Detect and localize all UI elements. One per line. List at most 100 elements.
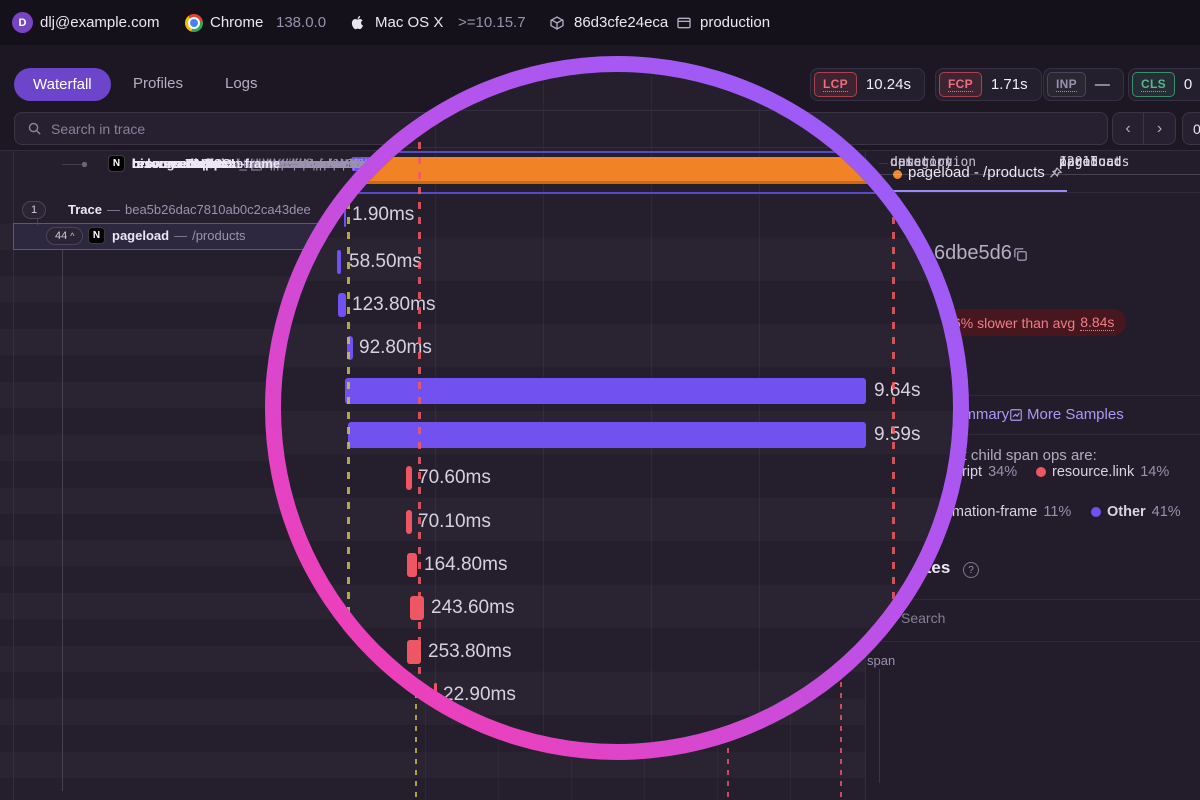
- metric-fcp[interactable]: FCP 1.71s: [935, 68, 1042, 101]
- span-duration-bar-magnified: [344, 203, 346, 227]
- span-op: ui.long-animation-frame: [132, 156, 281, 171]
- search-placeholder: Search in trace: [51, 120, 146, 137]
- span-op: resource.script: [132, 156, 226, 171]
- span-duration-label-magnified: 92.80ms: [359, 337, 432, 358]
- span-duration-label-magnified: 253.80ms: [428, 641, 512, 662]
- span-duration-bar-magnified: [406, 466, 412, 490]
- metric-fcp-value: 1.71s: [990, 76, 1028, 93]
- avg-duration-link[interactable]: 8.84s: [1080, 314, 1115, 331]
- trace-count-badge[interactable]: 1: [22, 201, 47, 219]
- span-op: resource.script: [132, 156, 226, 171]
- metric-lcp-label: LCP: [823, 77, 848, 92]
- span-count-badge[interactable]: 44 ^: [46, 227, 84, 245]
- attribute-value: 12015: [1059, 155, 1099, 170]
- span-duration-bar-magnified: [434, 683, 437, 707]
- ttfb-marker-magnified: [347, 112, 350, 744]
- span-duration-label-magnified: 70.60ms: [418, 467, 491, 488]
- tree-node-dot: [82, 162, 87, 167]
- search-icon: [28, 122, 41, 135]
- os-version: >=10.15.7: [458, 14, 526, 31]
- release-icon: [549, 0, 565, 45]
- span-op: resource.script: [132, 156, 226, 171]
- search-prev-button[interactable]: ‹: [1113, 113, 1145, 144]
- attributes-search-input[interactable]: Search: [901, 610, 946, 626]
- span-op: resource.link: [132, 156, 213, 171]
- op-color-dot: [1036, 467, 1046, 477]
- avatar[interactable]: D: [12, 12, 33, 33]
- span-duration-label-magnified: 1.90ms: [352, 204, 415, 225]
- attribute-value: pageload: [1059, 155, 1122, 170]
- chrome-icon: [185, 13, 203, 32]
- fcp-marker-magnified: [418, 112, 421, 744]
- attribute-value: /products: [1059, 155, 1130, 170]
- pageload-bar-magnified: [300, 157, 953, 184]
- apple-icon: [349, 0, 366, 45]
- search-result-count[interactable]: 0: [1182, 112, 1200, 145]
- span-duration-label-magnified: 243.60ms: [431, 597, 515, 618]
- search-next-button[interactable]: ›: [1144, 113, 1175, 144]
- environment: production: [700, 14, 771, 31]
- span-duration-bar-magnified: [337, 250, 341, 274]
- tab-profiles[interactable]: Profiles: [133, 75, 184, 92]
- pin-icon[interactable]: [1048, 166, 1063, 181]
- tab-logs[interactable]: Logs: [225, 75, 258, 92]
- browser-name: Chrome: [210, 14, 264, 31]
- span-op: browser.connect: [132, 156, 236, 171]
- span-op: resource.script: [132, 156, 226, 171]
- span-op: browser.request: [132, 156, 233, 171]
- more-samples-link[interactable]: More Samples: [1027, 406, 1124, 423]
- copy-icon[interactable]: [1012, 246, 1029, 263]
- trace-label: Trace: [68, 202, 102, 217]
- span-duration-label-magnified: 123.80ms: [352, 294, 436, 315]
- span-op: resource.script: [132, 156, 226, 171]
- span-op: resource.script: [132, 156, 226, 171]
- metric-cls[interactable]: CLS 0: [1128, 68, 1200, 101]
- panel-gutter: [13, 151, 14, 800]
- selected-row-border: [281, 192, 953, 194]
- span-op: pageload: [112, 228, 170, 243]
- os-name: Mac OS X: [375, 14, 444, 31]
- tab-waterfall[interactable]: Waterfall: [14, 68, 111, 101]
- span-duration-label-magnified: 22.90ms: [443, 684, 516, 705]
- help-icon[interactable]: ?: [963, 562, 979, 578]
- metric-cls-label: CLS: [1141, 77, 1166, 92]
- span-op: browser.DNS: [132, 156, 213, 171]
- trace-root-row[interactable]: 1 Trace — bea5b26dac7810ab0c2ca43dee: [0, 197, 865, 223]
- metric-inp[interactable]: INP —: [1043, 68, 1124, 101]
- attribute-value: pageload: [1059, 155, 1122, 170]
- metric-lcp-value: 10.24s: [865, 76, 911, 93]
- span-duration-bar-magnified: [345, 378, 866, 404]
- op-stat-other: Other 41%: [1091, 504, 1181, 520]
- metric-lcp[interactable]: LCP 10.24s: [810, 68, 925, 101]
- metric-cls-value: 0: [1183, 76, 1193, 93]
- selected-row-border: [281, 151, 953, 153]
- op-color-dot: [1091, 507, 1101, 517]
- release-id: 86d3cfe24eca: [574, 14, 669, 31]
- magnifier-lens-content: 1.90ms 58.50ms 123.80ms 92.80ms: [281, 72, 953, 744]
- browser-version: 138.0.0: [276, 14, 327, 31]
- span-duration-bar-magnified: [410, 596, 424, 620]
- magnifier-lens: 1.90ms 58.50ms 123.80ms 92.80ms: [265, 56, 969, 760]
- span-duration-label-magnified: 9.59s: [874, 424, 921, 445]
- span-description: /products: [192, 228, 246, 243]
- attribute-value: pageload: [1059, 155, 1122, 170]
- samples-chart-icon: [1009, 408, 1023, 422]
- tree-connector: [62, 164, 84, 165]
- span-op: resource.script: [132, 156, 226, 171]
- user-email: dlj@example.com: [40, 14, 160, 31]
- span-duration-bar-magnified: [406, 510, 412, 534]
- span-duration-label-magnified: 9.64s: [874, 380, 921, 401]
- span-duration-bar-magnified: [348, 422, 866, 448]
- span-id: 6dbe5d6: [934, 242, 1012, 264]
- span-op: browser.response: [132, 156, 244, 171]
- span-op: resource.script: [132, 156, 226, 171]
- environment-icon: [676, 0, 692, 45]
- trace-id: bea5b26dac7810ab0c2ca43dee: [124, 202, 311, 217]
- span-op: resource.script: [132, 156, 226, 171]
- lcp-marker-magnified: [892, 112, 895, 744]
- attributes-tree-line: [879, 669, 880, 783]
- metric-fcp-label: FCP: [948, 77, 973, 92]
- span-duration-bar-magnified: [338, 293, 346, 317]
- active-tab-indicator: [881, 190, 1067, 192]
